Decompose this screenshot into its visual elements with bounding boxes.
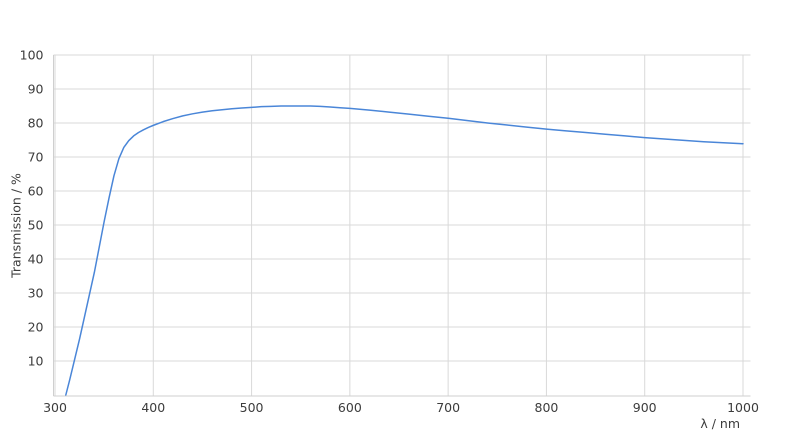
y-gridlines bbox=[53, 54, 751, 362]
y-tick-label: 90 bbox=[28, 82, 44, 97]
data-series-group bbox=[65, 105, 744, 396]
x-tick-labels: 300 400 500 600 700 800 900 1000 bbox=[43, 400, 759, 415]
x-tick-label: 600 bbox=[338, 400, 362, 415]
x-tick-label: 300 bbox=[43, 400, 67, 415]
x-axis-title: λ / nm bbox=[700, 416, 740, 431]
x-gridlines bbox=[54, 55, 744, 396]
y-tick-label: 80 bbox=[28, 116, 44, 131]
y-tick-label: 60 bbox=[28, 184, 44, 199]
y-axis-title: Transmission / % bbox=[9, 173, 24, 279]
series-line-transmission bbox=[65, 105, 744, 396]
x-tick-label: 500 bbox=[240, 400, 264, 415]
y-tick-labels: 10 20 30 40 50 60 70 80 90 100 bbox=[20, 48, 44, 369]
y-tick-label: 30 bbox=[28, 286, 44, 301]
y-tick-label: 10 bbox=[28, 354, 44, 369]
y-tick-label: 40 bbox=[28, 252, 44, 267]
x-tick-label: 400 bbox=[141, 400, 165, 415]
x-tick-label: 1000 bbox=[727, 400, 759, 415]
axis-lines bbox=[53, 55, 751, 397]
x-tick-label: 700 bbox=[436, 400, 460, 415]
y-tick-label: 20 bbox=[28, 320, 44, 335]
y-tick-label: 100 bbox=[20, 48, 44, 63]
x-tick-label: 800 bbox=[535, 400, 559, 415]
y-tick-label: 50 bbox=[28, 218, 44, 233]
x-tick-label: 900 bbox=[633, 400, 657, 415]
y-tick-label: 70 bbox=[28, 150, 44, 165]
